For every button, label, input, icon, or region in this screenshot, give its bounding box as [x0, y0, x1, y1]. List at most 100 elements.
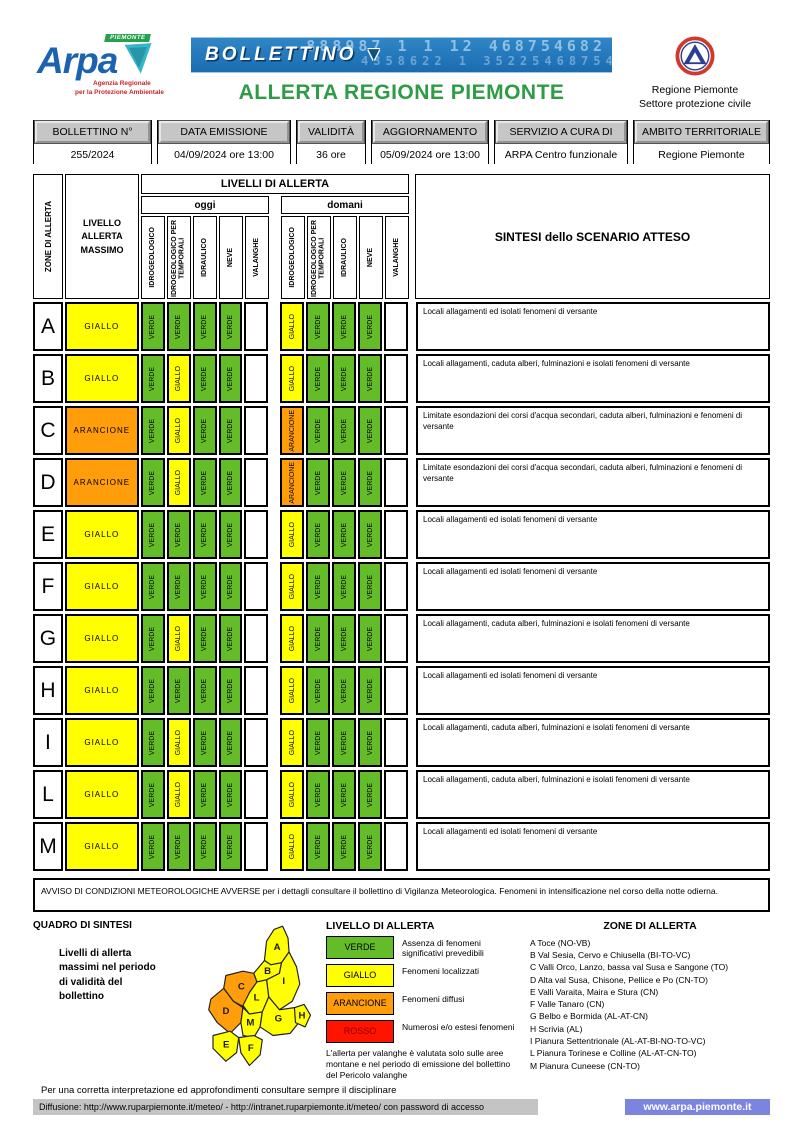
zone-letter: F	[33, 562, 63, 612]
level-cell-text: GIALLO	[288, 366, 296, 392]
level-cell-text: GIALLO	[288, 782, 296, 808]
zone-list-item: H Scrivia (AL)	[530, 1023, 583, 1034]
level-cell-oggi: VERDE	[192, 562, 217, 612]
level-cell-oggi: GIALLO	[166, 354, 191, 404]
legend-description: Fenomeni localizzati	[402, 965, 480, 976]
zone-list-title: ZONE DI ALLERTA	[603, 919, 697, 932]
table-row: A GIALLO VERDE VERDE VERDE VERDE GIALLO VERDE VE…	[33, 302, 770, 352]
sintesi-gap	[410, 562, 414, 611]
level-cell-oggi: VERDE	[218, 718, 243, 768]
footer-bar: Diffusione: http://www.ruparpiemonte.it/…	[33, 1098, 770, 1115]
legend-description: Numerosi e/o estesi fenomeni	[402, 1021, 515, 1032]
bollettino-banner[interactable]: 888987 1 1 12 468754682 4358622 1 352254…	[191, 37, 612, 73]
day-header-domani: domani	[281, 196, 409, 215]
level-cell-domani: ARANCIONE	[280, 458, 305, 508]
max-level-cell: GIALLO	[64, 562, 139, 612]
banner-digits-bottom: 4358622 1 352254687546	[361, 54, 612, 68]
level-cell-text: VERDE	[226, 626, 234, 651]
hazard-header-text: NEVE	[367, 248, 375, 268]
zone-letter: H	[33, 666, 63, 716]
arpa-caption-line2: per la Protezione Ambientale	[75, 89, 164, 96]
level-cell-oggi: VERDE	[140, 718, 165, 768]
level-cell-text: VERDE	[340, 678, 348, 703]
level-cell-oggi	[244, 354, 269, 404]
level-cell-domani: GIALLO	[280, 302, 305, 352]
level-cell-text: VERDE	[201, 574, 209, 599]
zone-list-item: C Valli Orco, Lanzo, bassa val Susa e Sa…	[530, 962, 729, 973]
levels-header-group: LIVELLI DI ALLERTA oggi domani IDROGEOLO…	[141, 174, 409, 300]
alert-table: ZONE DI ALLERTA LIVELLO ALLERTA MASSIMO …	[33, 174, 770, 872]
max-level-cell: GIALLO	[64, 510, 139, 560]
avviso-box: AVVISO DI CONDIZIONI METEOROLOGICHE AVVE…	[33, 878, 770, 912]
level-cell-domani	[384, 406, 409, 456]
map-zone-label: H	[298, 1010, 305, 1021]
bulletin-info-table: BOLLETTINO N° 255/2024 DATA EMISSIONE 04/09…	[33, 120, 770, 165]
level-cell-oggi	[244, 770, 269, 820]
day-gap	[270, 822, 280, 871]
level-cell-oggi: VERDE	[140, 614, 165, 664]
info-column-header: VALIDITÀ	[297, 120, 365, 145]
level-cell-text: VERDE	[226, 522, 234, 547]
level-cell-domani: VERDE	[306, 770, 331, 820]
zone-column-header-text: ZONE DI ALLERTA	[43, 201, 53, 273]
level-cell-domani: VERDE	[358, 666, 383, 716]
info-column-header: AMBITO TERRITORIALE	[634, 120, 769, 145]
sintesi-text: Locali allagamenti, caduta alberi, fulmi…	[416, 718, 770, 768]
level-cell-oggi: VERDE	[192, 770, 217, 820]
max-level-cell: GIALLO	[64, 666, 139, 716]
level-cell-text: VERDE	[340, 834, 348, 859]
info-column: BOLLETTINO N° 255/2024	[33, 120, 152, 165]
hazard-header-cell: NEVE	[359, 216, 383, 300]
hazard-header-cell: IDROGEOLOGICO	[281, 216, 305, 300]
level-cell-text: VERDE	[314, 314, 322, 339]
level-cell-domani: VERDE	[306, 354, 331, 404]
hazard-header-text: IDROGEOLOGICO PER TEMPORALI	[311, 219, 326, 297]
level-cell-domani	[384, 302, 409, 352]
level-cell-domani: VERDE	[332, 406, 357, 456]
max-level-cell: ARANCIONE	[64, 458, 139, 508]
level-cell-text: GIALLO	[288, 314, 296, 340]
level-cell-oggi: VERDE	[218, 302, 243, 352]
map-zone-label: L	[254, 992, 260, 1003]
arpa-site-link[interactable]: www.arpa.piemonte.it	[625, 1098, 770, 1115]
hazard-headers-oggi: IDROGEOLOGICO IDROGEOLOGICO PER TEMPORALI…	[141, 216, 269, 300]
level-cell-text: VERDE	[226, 418, 234, 443]
zone-list: A Toce (NO-VB) B Val Sesia, Cervo e Chius…	[530, 937, 770, 1072]
level-cell-oggi: VERDE	[166, 510, 191, 560]
legend-items: VERDE Assenza di fenomeni significativi p…	[326, 935, 516, 1043]
level-cell-oggi: VERDE	[140, 302, 165, 352]
level-cell-text: VERDE	[366, 730, 374, 755]
diffusione-links[interactable]: Diffusione: http://www.ruparpiemonte.it/…	[33, 1098, 538, 1115]
level-cell-domani: VERDE	[306, 406, 331, 456]
level-cell-oggi: VERDE	[140, 770, 165, 820]
level-cell-oggi	[244, 718, 269, 768]
sintesi-text: Locali allagamenti, caduta alberi, fulmi…	[416, 770, 770, 820]
level-cell-oggi: VERDE	[140, 562, 165, 612]
level-cell-text: VERDE	[226, 834, 234, 859]
table-row: C ARANCIONE VERDE GIALLO VERDE VERDE ARANCIONE…	[33, 406, 770, 456]
info-column: VALIDITÀ 36 ore	[296, 120, 366, 165]
max-level-cell: GIALLO	[64, 770, 139, 820]
level-cell-text: VERDE	[314, 418, 322, 443]
info-column-header: DATA EMISSIONE	[158, 120, 290, 145]
zone-letter: E	[33, 510, 63, 560]
level-cell-text: VERDE	[201, 314, 209, 339]
level-cell-domani: VERDE	[358, 822, 383, 872]
hazard-header-text: NEVE	[227, 248, 235, 268]
sintesi-text: Locali allagamenti ed isolati fenomeni d…	[416, 302, 770, 352]
day-gap	[270, 770, 280, 819]
footer-spacer	[538, 1099, 625, 1115]
level-cell-domani: VERDE	[358, 458, 383, 508]
arpa-logo: PIEMONTE Arpa Agenzia Regionale per la P…	[33, 34, 183, 106]
day-gap	[270, 666, 280, 715]
level-cell-domani: VERDE	[332, 510, 357, 560]
level-cell-domani: VERDE	[306, 302, 331, 352]
map-zone-label: I	[282, 976, 285, 987]
day-gap	[269, 196, 281, 214]
level-cell-text: GIALLO	[288, 678, 296, 704]
level-cell-text: GIALLO	[288, 626, 296, 652]
level-cell-text: VERDE	[314, 782, 322, 807]
alert-table-rows: A GIALLO VERDE VERDE VERDE VERDE GIALLO VERDE VE…	[33, 302, 770, 872]
level-cell-text: GIALLO	[175, 470, 183, 496]
level-cell-oggi	[244, 822, 269, 872]
